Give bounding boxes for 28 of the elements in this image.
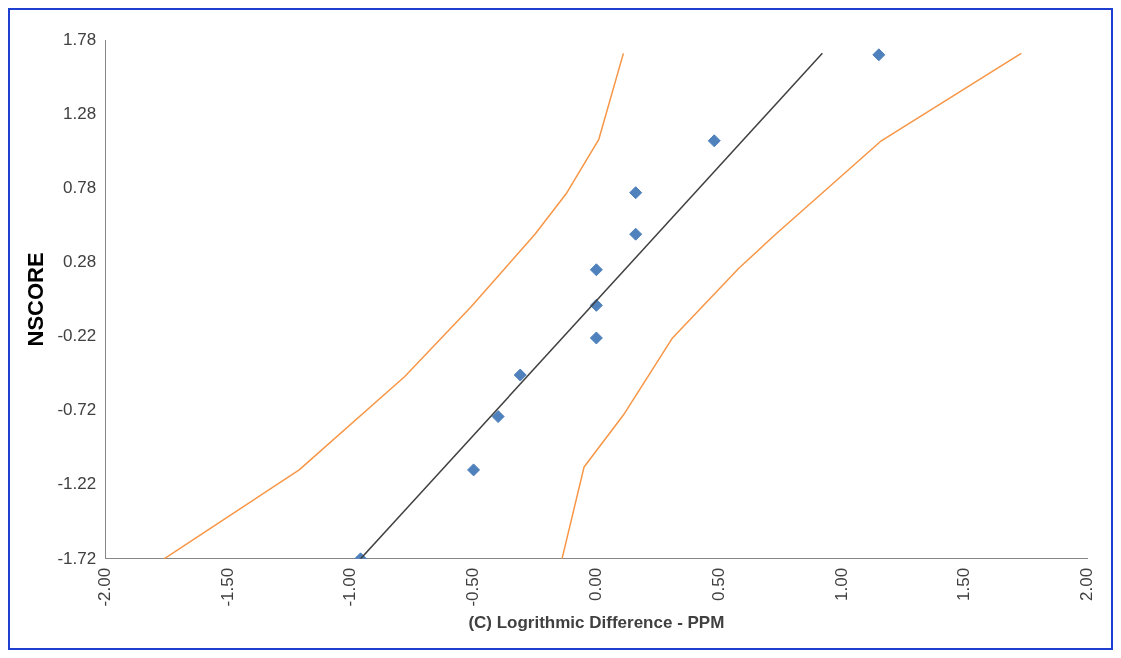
point (589, 331, 603, 345)
x-tick-label: -1.50 (217, 567, 237, 607)
x-tick-label: -0.50 (463, 567, 483, 607)
x-tick-label: 1.00 (831, 567, 851, 601)
point (467, 463, 481, 477)
y-tick-label: 0.78 (63, 177, 97, 197)
point (513, 368, 527, 382)
x-tick-label: 0.50 (708, 567, 728, 601)
x-tick-label: 1.50 (954, 567, 974, 601)
y-axis-title: NSCORE (23, 252, 49, 347)
point (629, 227, 643, 241)
y-tick-label: 0.28 (63, 252, 97, 272)
y-tick-label: -1.22 (57, 474, 97, 494)
y-tick-label: -0.72 (57, 400, 97, 420)
point (589, 263, 603, 277)
y-tick-label: -1.72 (57, 548, 97, 568)
point (707, 134, 721, 148)
x-axis-title: (C) Logrithmic Difference - PPM (468, 613, 725, 633)
point (629, 186, 643, 200)
point (491, 410, 505, 424)
x-tick-label: -1.00 (340, 567, 360, 607)
x-tick-label: -2.00 (94, 567, 114, 607)
y-tick-label: 1.78 (63, 29, 97, 49)
x-tick-label: 0.00 (586, 567, 606, 601)
x-tick-label: 2.00 (1077, 567, 1097, 601)
point (872, 48, 886, 62)
y-tick-label: 1.28 (63, 103, 97, 123)
y-tick-label: -0.22 (57, 326, 97, 346)
